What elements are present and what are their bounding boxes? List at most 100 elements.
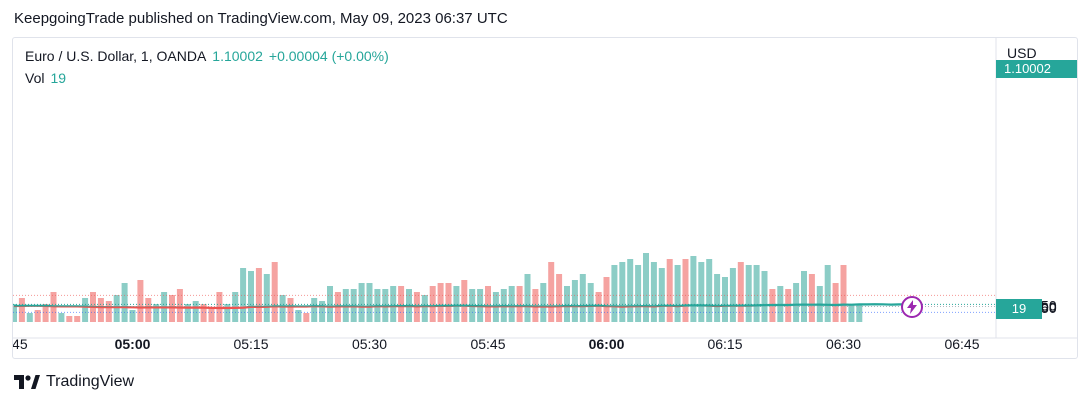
x-tick-label: 05:15 xyxy=(233,336,268,352)
price-change: +0.00004 (+0.00%) xyxy=(268,48,389,64)
price-line-down xyxy=(14,306,759,310)
volume-bar xyxy=(674,265,681,322)
volume-bar xyxy=(682,259,689,322)
volume-bar xyxy=(666,259,673,322)
current-price-tag: 1.10002 xyxy=(996,60,1077,78)
volume-bar xyxy=(461,280,468,322)
volume-bar xyxy=(145,298,152,322)
volume-value: 19 xyxy=(50,70,67,86)
volume-bar xyxy=(255,268,262,322)
volume-bar xyxy=(745,265,752,322)
volume-bar xyxy=(208,307,215,322)
published-info: KeepgoingTrade published on TradingView.… xyxy=(14,10,508,27)
volume-bar xyxy=(82,298,89,322)
tradingview-logo[interactable]: TradingView xyxy=(14,373,134,391)
volume-bar xyxy=(848,304,855,322)
volume-bar xyxy=(279,295,286,322)
volume-bar xyxy=(66,316,73,322)
volume-bar xyxy=(319,301,326,322)
symbol-legend[interactable]: Euro / U.S. Dollar, 1, OANDA 1.10002 +0.00… xyxy=(25,48,389,64)
volume-bar xyxy=(793,283,800,322)
x-tick-label: 05:30 xyxy=(352,336,387,352)
volume-bar xyxy=(824,265,831,322)
x-tick-label: 06:15 xyxy=(707,336,742,352)
volume-bar xyxy=(524,274,531,322)
volume-bar xyxy=(548,262,555,322)
volume-bar xyxy=(129,310,136,322)
volume-bar xyxy=(556,274,563,322)
volume-legend[interactable]: Vol 19 xyxy=(25,70,66,86)
volume-bar xyxy=(58,313,65,322)
volume-bar xyxy=(564,286,570,322)
volume-bar xyxy=(295,310,302,322)
volume-bar xyxy=(737,262,744,322)
volume-bar xyxy=(706,259,713,322)
volume-bar xyxy=(263,274,270,322)
volume-bar xyxy=(729,268,736,322)
volume-bar xyxy=(627,259,634,322)
volume-bar xyxy=(840,265,847,322)
lightning-icon[interactable] xyxy=(901,296,923,318)
volume-bar xyxy=(571,280,578,322)
volume-bar xyxy=(429,286,436,322)
volume-bar xyxy=(595,292,602,322)
volume-bar xyxy=(366,283,373,322)
volume-bar xyxy=(200,304,207,322)
volume-bar xyxy=(587,283,594,322)
volume-bar xyxy=(287,298,294,322)
volume-bar xyxy=(722,277,728,322)
volume-bar xyxy=(121,283,128,322)
volume-bar xyxy=(13,304,17,322)
x-tick-label: 06:30 xyxy=(826,336,861,352)
volume-bar xyxy=(540,283,547,322)
volume-bar xyxy=(619,262,626,322)
volume-bar xyxy=(327,286,333,322)
symbol-title[interactable]: Euro / U.S. Dollar, 1, OANDA xyxy=(25,48,207,64)
volume-bar xyxy=(42,304,49,322)
volume-bar xyxy=(421,295,428,322)
x-tick-label: 05:00 xyxy=(115,336,151,352)
volume-bar xyxy=(311,298,318,322)
currency-label[interactable]: USD xyxy=(1007,45,1037,61)
volume-bar xyxy=(137,280,144,322)
volume-bar xyxy=(761,271,768,322)
volume-bar xyxy=(224,304,231,322)
volume-bar xyxy=(74,316,81,322)
volume-bar xyxy=(248,271,254,322)
volume-bar xyxy=(445,283,452,322)
volume-bar xyxy=(398,286,405,322)
volume-bar xyxy=(34,310,41,322)
volume-bar xyxy=(603,277,610,322)
volume-bar xyxy=(26,313,33,322)
lightning-glyph xyxy=(907,300,917,314)
tradingview-logo-icon xyxy=(14,375,40,389)
volume-bar xyxy=(271,262,278,322)
volume-label: Vol xyxy=(25,70,45,86)
volume-bar xyxy=(358,283,365,322)
chart-pane[interactable]: 1.099501.099001.098504:4505:0005:1505:30… xyxy=(12,37,1078,359)
volume-bar xyxy=(516,286,523,322)
volume-bar xyxy=(635,265,642,322)
x-tick-label: 05:45 xyxy=(470,336,505,352)
price-volume-chart[interactable]: 1.099501.099001.098504:4505:0005:1505:30… xyxy=(13,38,1077,358)
volume-bar xyxy=(650,262,657,322)
volume-bar xyxy=(579,274,586,322)
volume-bar xyxy=(390,286,397,322)
tradingview-brand: TradingView xyxy=(46,373,135,390)
volume-bar xyxy=(808,274,815,322)
x-tick-label: 06:00 xyxy=(589,336,625,352)
volume-bar xyxy=(437,283,444,322)
volume-tag: 19 xyxy=(996,299,1042,319)
volume-bar xyxy=(192,301,199,322)
last-price: 1.10002 xyxy=(212,48,263,64)
volume-bar xyxy=(753,265,760,322)
volume-bar xyxy=(153,304,160,322)
volume-bar xyxy=(453,286,460,322)
volume-bar xyxy=(303,313,310,322)
volume-bar xyxy=(113,295,120,322)
volume-bar xyxy=(832,283,839,322)
volume-bar xyxy=(856,304,863,322)
volume-bar xyxy=(690,256,697,322)
x-tick-label: 4:45 xyxy=(13,336,28,352)
volume-bar xyxy=(105,301,112,322)
